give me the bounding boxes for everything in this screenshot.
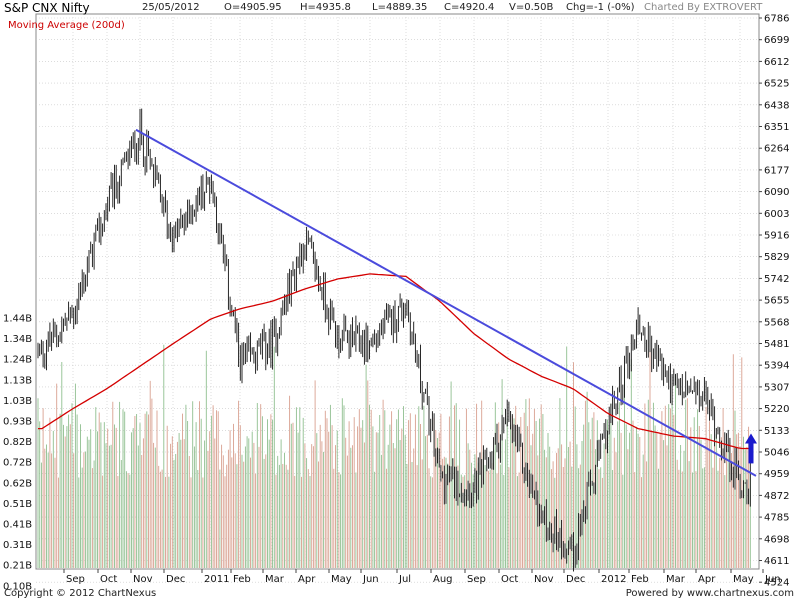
date-tick-label: Oct: [100, 574, 117, 585]
chart-title: S&P CNX Nifty: [4, 1, 90, 15]
date-tick-label: 2012: [601, 574, 626, 585]
date-tick-label: Apr: [298, 574, 316, 585]
close-label: C=4920.4: [444, 2, 495, 13]
arrow-annotation: [745, 433, 757, 464]
date-tick-label: May: [733, 574, 754, 585]
price-tick-label: 6612: [764, 57, 789, 68]
price-tick-label: 4872: [764, 491, 789, 502]
arrow-head: [745, 433, 757, 444]
price-tick-label: 5220: [764, 404, 789, 415]
open-label: O=4905.95: [224, 2, 282, 13]
price-tick-label: 5133: [764, 426, 789, 437]
volume-tick-label: 0.82B: [3, 437, 32, 448]
volume-tick-label: 0.41B: [3, 520, 32, 531]
volume-tick-label: 0.31B: [3, 540, 32, 551]
volume-axis: 1.44B 1.34B 1.24B 1.13B 1.03B 0.93B 0.82B 0.72B…: [3, 314, 32, 593]
price-tick-label: 4611: [764, 556, 789, 567]
copyright-text: Copyright © 2012 ChartNexus: [4, 588, 157, 599]
price-tick-label: 4524: [764, 578, 789, 589]
volume-tick-label: 1.44B: [3, 314, 32, 325]
price-tick-label: 5481: [764, 339, 789, 350]
credit-label: Charted By EXTROVERT: [644, 2, 763, 13]
volume-tick-label: 0.21B: [3, 561, 32, 572]
volume-tick-label: 0.93B: [3, 417, 32, 428]
low-label: L=4889.35: [372, 2, 428, 13]
volume-tick-label: 0.62B: [3, 478, 32, 489]
volume-tick-label: 1.13B: [3, 375, 32, 386]
volume-tick-label: 0.51B: [3, 499, 32, 510]
date-tick-label: Sep: [467, 574, 486, 585]
price-tick-label: 6438: [764, 100, 789, 111]
arrow-shaft: [748, 442, 754, 464]
price-tick-label: 5742: [764, 274, 789, 285]
change-label: Chg=-1 (-0%): [566, 2, 635, 13]
price-tick-label: 6003: [764, 209, 789, 220]
price-tick-label: 6177: [764, 165, 789, 176]
price-tick-label: 5046: [764, 448, 789, 459]
price-tick-label: 4959: [764, 469, 789, 480]
volume-tick-label: 1.03B: [3, 396, 32, 407]
date-tick-label: Jul: [398, 574, 411, 585]
date-label: 25/05/2012: [142, 2, 200, 13]
volume-tick-label: 1.24B: [3, 355, 32, 366]
price-tick-label: 6264: [764, 144, 789, 155]
date-tick-label: Jun: [764, 574, 781, 585]
date-tick-label: May: [331, 574, 352, 585]
price-tick-label: 4785: [764, 513, 789, 524]
price-tick-label: 6699: [764, 35, 789, 46]
price-tick-label: 6525: [764, 79, 789, 90]
price-tick-label: 5829: [764, 252, 789, 263]
price-tick-label: 5916: [764, 231, 789, 242]
price-tick-label: 5655: [764, 296, 789, 307]
date-tick-label: Nov: [534, 574, 554, 585]
price-axis: 6786 6699 6612 6525 6438 6351 6264 6177 6090 6003…: [759, 14, 789, 589]
date-tick-label: Dec: [166, 574, 185, 585]
date-axis: Sep Oct Nov Dec 2011 Feb Mar Apr May Jun Jul Aug Sep…: [63, 569, 781, 585]
date-tick-label: Jun: [362, 574, 379, 585]
date-tick-label: Feb: [233, 574, 251, 585]
price-tick-label: 5568: [764, 317, 789, 328]
date-tick-label: Apr: [698, 574, 716, 585]
trendline-path: [135, 128, 757, 477]
volume-tick-label: 1.34B: [3, 334, 32, 345]
volume-tick-label: 0.72B: [3, 458, 32, 469]
date-tick-label: Aug: [433, 574, 453, 585]
date-tick-label: Oct: [501, 574, 518, 585]
date-tick-label: Sep: [66, 574, 85, 585]
price-tick-label: 6786: [764, 14, 789, 25]
date-tick-label: Feb: [631, 574, 649, 585]
high-label: H=4935.8: [300, 2, 351, 13]
volume-tick-label: 0.10B: [3, 581, 32, 592]
price-bars: [37, 108, 751, 572]
moving-average-legend: Moving Average (200d): [8, 20, 125, 31]
powered-by-link[interactable]: Powered by www.chartnexus.com: [625, 588, 794, 599]
date-tick-label: Nov: [133, 574, 153, 585]
moving-average-path: [38, 273, 750, 450]
price-tick-label: 5394: [764, 361, 789, 372]
date-tick-label: Mar: [265, 574, 285, 585]
date-tick-label: 2011: [204, 574, 229, 585]
price-tick-label: 6351: [764, 122, 789, 133]
price-tick-label: 5307: [764, 382, 789, 393]
price-tick-label: 6090: [764, 187, 789, 198]
price-tick-label: 4698: [764, 534, 789, 545]
trendline: [135, 128, 757, 477]
moving-average-line: [38, 273, 750, 450]
volume-label: V=0.50B: [509, 2, 554, 13]
date-tick-label: Mar: [666, 574, 686, 585]
date-tick-label: Dec: [566, 574, 585, 585]
